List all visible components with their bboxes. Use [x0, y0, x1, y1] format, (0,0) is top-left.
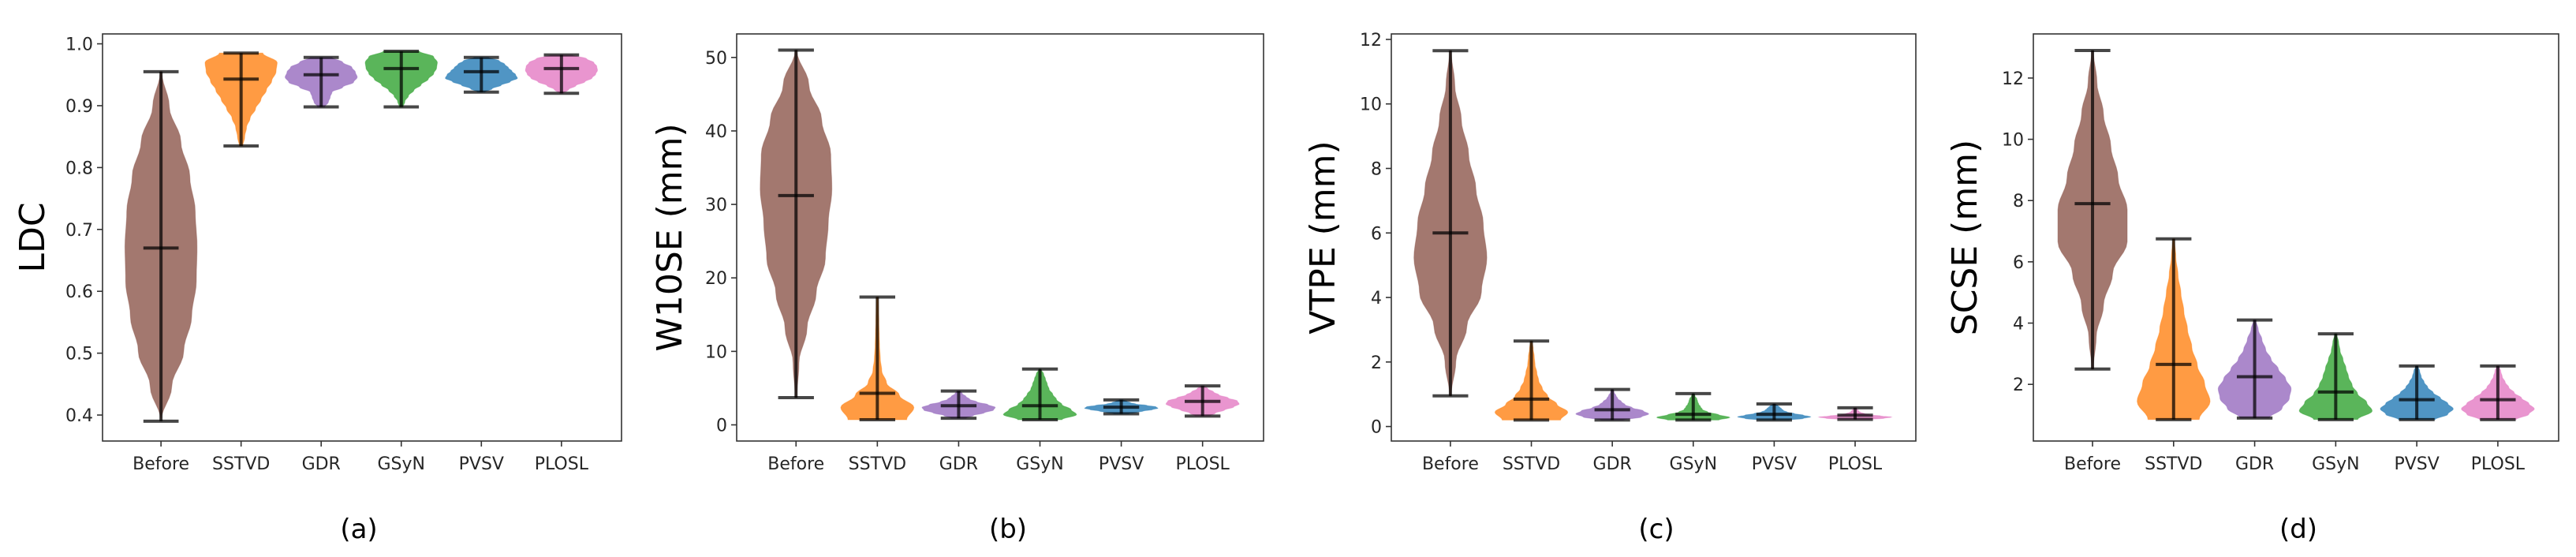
x-tick-label: PVSV	[1752, 454, 1797, 474]
y-axis-label: LDC	[13, 202, 53, 272]
y-tick-label: 30	[705, 196, 727, 215]
x-tick-label: Before	[767, 454, 824, 474]
y-tick-label: 50	[705, 49, 727, 69]
y-tick-label: 10	[2002, 131, 2024, 151]
axes-frame	[2033, 33, 2559, 442]
y-axis-label: SCSE (mm)	[1945, 140, 1985, 335]
y-tick-label: 0	[716, 417, 727, 436]
x-tick-label: SSTVD	[849, 454, 906, 474]
panel-caption: (d)	[2279, 514, 2317, 545]
y-tick-label: 12	[1360, 31, 1382, 50]
x-tick-label: GSyN	[1016, 454, 1064, 474]
x-tick-label: PLOSL	[1176, 454, 1230, 474]
panel-d: 2 4 6 8 10 12 Before SSTVD GDR GSyN PVSV PLOSL SCSE …	[1945, 33, 2559, 545]
x-tick-label: GDR	[302, 454, 341, 474]
y-tick-label: 4	[2013, 315, 2024, 335]
y-tick-label: 0.6	[65, 282, 93, 302]
y-tick-label: 0	[1371, 418, 1382, 438]
x-tick-label: PLOSL	[1828, 454, 1883, 474]
y-tick-label: 10	[1360, 95, 1382, 115]
panel-b: 0 10 20 30 40 50 Before SSTVD GDR GSyN PVSV PLOSL W1…	[650, 33, 1264, 545]
axes-frame	[1391, 33, 1917, 442]
y-tick-label: 0.5	[65, 345, 93, 364]
y-tick-label: 6	[2013, 253, 2024, 273]
x-tick-label: GDR	[1593, 454, 1632, 474]
y-tick-label: 10	[705, 342, 727, 362]
y-tick-label: 0.4	[65, 406, 93, 426]
x-tick-label: Before	[133, 454, 189, 474]
panel-caption: (a)	[340, 514, 377, 545]
y-tick-label: 40	[705, 122, 727, 142]
x-tick-label: GSyN	[378, 454, 426, 474]
y-tick-label: 2	[1371, 353, 1382, 373]
panel-caption: (c)	[1638, 514, 1674, 545]
x-tick-label: PVSV	[459, 454, 504, 474]
y-tick-label: 4	[1371, 289, 1382, 308]
y-tick-label: 0.8	[65, 159, 93, 178]
x-tick-label: GSyN	[2312, 454, 2360, 474]
x-tick-label: PLOSL	[535, 454, 589, 474]
axes-frame	[736, 33, 1264, 442]
y-tick-label: 6	[1371, 224, 1382, 244]
x-tick-label: GDR	[2235, 454, 2274, 474]
panel-caption: (b)	[989, 514, 1027, 545]
x-tick-label: PLOSL	[2471, 454, 2526, 474]
panel-c: 0 2 4 6 8 10 12 Before SSTVD GDR GSyN PVSV PLOSL VTPE…	[1303, 31, 1917, 545]
y-tick-label: 1.0	[65, 36, 93, 55]
axes-frame	[102, 33, 622, 442]
x-tick-label: Before	[1422, 454, 1479, 474]
y-tick-label: 0.7	[65, 221, 93, 241]
x-tick-label: PVSV	[2394, 454, 2439, 474]
y-axis-label: W10SE (mm)	[650, 123, 690, 351]
panel-a: 0.4 0.5 0.6 0.7 0.8 0.9 1.0 Before SSTVD GDR GSyN P…	[13, 33, 622, 545]
y-tick-label: 20	[705, 269, 727, 289]
x-tick-label: Before	[2064, 454, 2121, 474]
x-tick-label: SSTVD	[212, 454, 270, 474]
x-tick-label: GSyN	[1670, 454, 1718, 474]
y-tick-label: 8	[1371, 160, 1382, 180]
y-axis-label: VTPE (mm)	[1303, 140, 1343, 334]
y-tick-label: 12	[2002, 69, 2024, 89]
x-tick-label: GDR	[939, 454, 978, 474]
x-tick-label: SSTVD	[1503, 454, 1560, 474]
y-tick-label: 8	[2013, 192, 2024, 211]
y-tick-label: 0.9	[65, 97, 93, 117]
x-tick-label: SSTVD	[2145, 454, 2202, 474]
y-tick-label: 2	[2013, 376, 2024, 395]
x-tick-label: PVSV	[1099, 454, 1144, 474]
